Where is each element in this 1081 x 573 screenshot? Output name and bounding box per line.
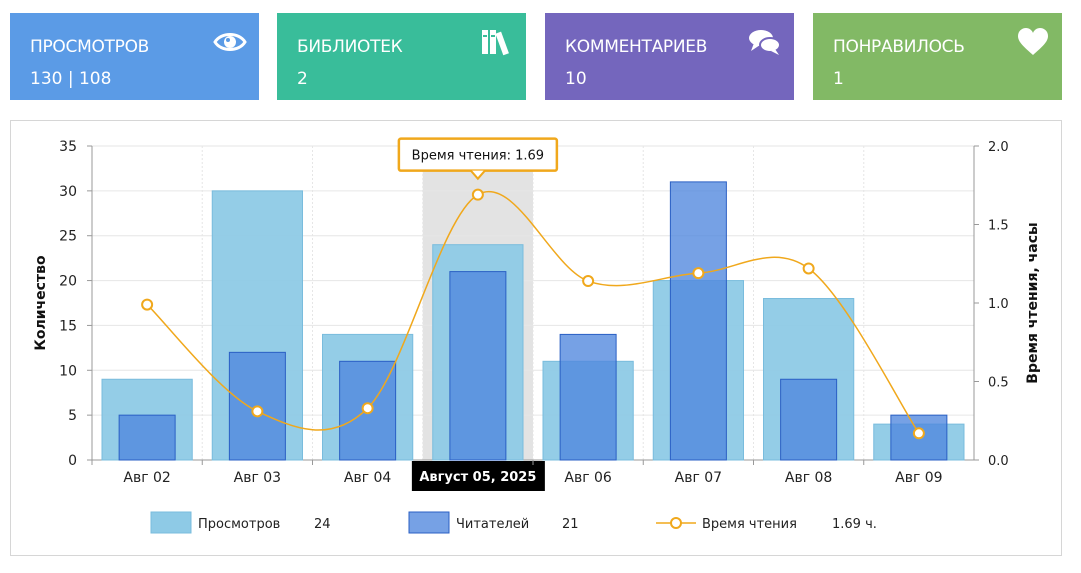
bar-readers [559, 333, 617, 461]
comments-card-value: 10 [565, 69, 587, 89]
x-tick-highlight-box [411, 461, 545, 491]
left-tick-label: 10 [59, 363, 77, 379]
x-tick-label: Авг 09 [895, 470, 942, 486]
comments-card-title: КОММЕНТАРИЕВ [565, 37, 708, 57]
tooltip: Время чтения: 1.69 [397, 137, 559, 181]
right-tick-label: 2.0 [988, 140, 1009, 155]
left-tick-label: 35 [59, 139, 77, 155]
left-tick-label: 20 [59, 274, 77, 290]
right-tick-label: 1.5 [988, 219, 1009, 234]
y-axis-title-left: Количество [33, 255, 49, 351]
left-tick-label: 15 [59, 318, 77, 334]
bar-readers [669, 181, 727, 461]
legend-value-views: 24 [314, 517, 331, 532]
tooltip-text: Время чтения: 1.69 [412, 149, 544, 164]
x-tick-label: Авг 03 [234, 470, 281, 486]
views-card[interactable]: ПРОСМОТРОВ 130 | 108 [10, 13, 259, 100]
bar-readers [118, 414, 176, 461]
legend-label-views: Просмотров [198, 517, 280, 532]
y-axis-title-right: Время чтения, часы [1025, 222, 1041, 383]
comments-icon [749, 30, 781, 55]
legend-swatch-time-point [670, 517, 682, 529]
bar-readers [780, 378, 838, 461]
likes-card-title: ПОНРАВИЛОСЬ [833, 37, 965, 57]
views-card-title: ПРОСМОТРОВ [30, 37, 150, 57]
left-tick-label: 30 [59, 184, 77, 200]
right-tick-label: 0.5 [988, 376, 1009, 391]
libraries-card[interactable]: БИБЛИОТЕК 2 [277, 13, 526, 100]
right-tick-label: 1.0 [988, 297, 1009, 312]
x-tick-label: Авг 06 [564, 470, 612, 486]
point-reading-time [692, 267, 705, 280]
views-card-value: 130 | 108 [30, 69, 112, 89]
x-tick-label: Авг 02 [123, 470, 170, 486]
combo-chart: 0 5 10 15 20 25 30 35 0.0 0.5 1.0 1.5 2.0 Количество В… [33, 137, 1041, 534]
point-reading-time [361, 402, 374, 415]
legend-swatch-views [150, 511, 192, 534]
tooltip-arrow [470, 170, 486, 181]
left-tick-label: 25 [59, 229, 77, 245]
x-tick-label: Авг 04 [344, 470, 392, 486]
left-tick-label: 0 [68, 453, 77, 469]
point-reading-time [251, 405, 264, 418]
libraries-card-title: БИБЛИОТЕК [297, 37, 403, 57]
heart-icon [1018, 28, 1048, 55]
point-reading-time [141, 298, 154, 311]
chart-panel: 0 5 10 15 20 25 30 35 0.0 0.5 1.0 1.5 2.0 Количество В… [10, 120, 1062, 556]
point-reading-time [802, 262, 815, 275]
libraries-card-value: 2 [297, 69, 308, 89]
right-tick-label: 0.0 [988, 454, 1009, 469]
eye-icon [213, 33, 247, 51]
legend-value-readers: 21 [562, 517, 579, 532]
point-reading-time [582, 275, 595, 288]
legend-swatch-readers [408, 511, 450, 534]
likes-card-value: 1 [833, 69, 844, 89]
legend-label-time: Время чтения [702, 517, 797, 532]
x-tick-label: Авг 07 [675, 470, 722, 486]
books-icon [482, 30, 509, 56]
x-tick-label: Авг 08 [785, 470, 832, 486]
legend-label-readers: Читателей [456, 517, 529, 532]
likes-card[interactable]: ПОНРАВИЛОСЬ 1 [813, 13, 1062, 100]
x-tick-label-highlighted: Август 05, 2025 [419, 470, 536, 485]
legend-value-time: 1.69 ч. [832, 517, 877, 532]
comments-card[interactable]: КОММЕНТАРИЕВ 10 [545, 13, 794, 100]
left-tick-label: 5 [68, 408, 77, 424]
point-reading-time [912, 427, 925, 440]
bar-readers [449, 271, 507, 461]
point-reading-time [471, 188, 484, 201]
